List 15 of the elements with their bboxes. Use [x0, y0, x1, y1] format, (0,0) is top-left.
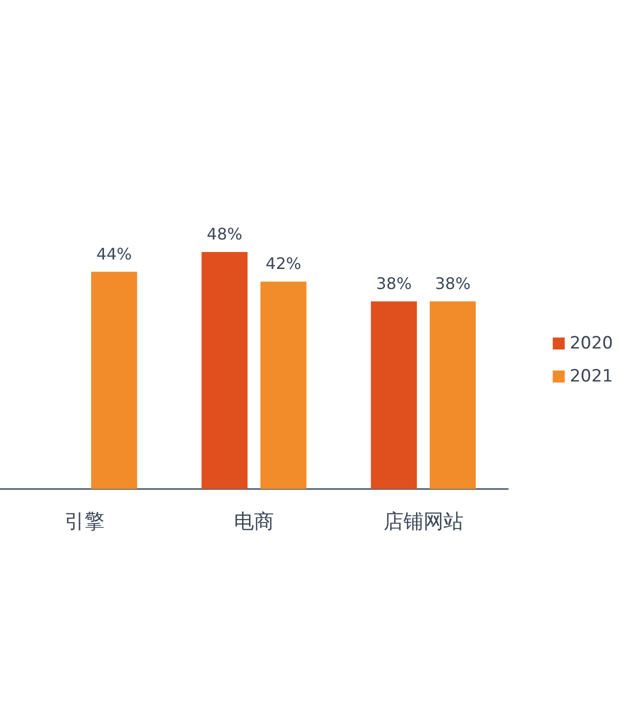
bar — [91, 272, 138, 489]
x-tick-label: 引擎 — [64, 509, 105, 533]
bar — [202, 252, 248, 489]
bar — [370, 301, 417, 489]
legend-label: 2020 — [570, 334, 613, 354]
data-label: 38% — [376, 274, 412, 293]
bar — [430, 301, 476, 489]
data-label: 38% — [434, 274, 471, 293]
data-label: 44% — [96, 244, 132, 264]
data-label: 42% — [266, 254, 302, 274]
bar — [260, 282, 306, 489]
legend-label: 2021 — [570, 366, 613, 386]
x-tick-label: 店铺网站 — [383, 509, 464, 533]
data-label: 48% — [206, 224, 242, 244]
x-tick-label: 电商 — [234, 509, 274, 533]
